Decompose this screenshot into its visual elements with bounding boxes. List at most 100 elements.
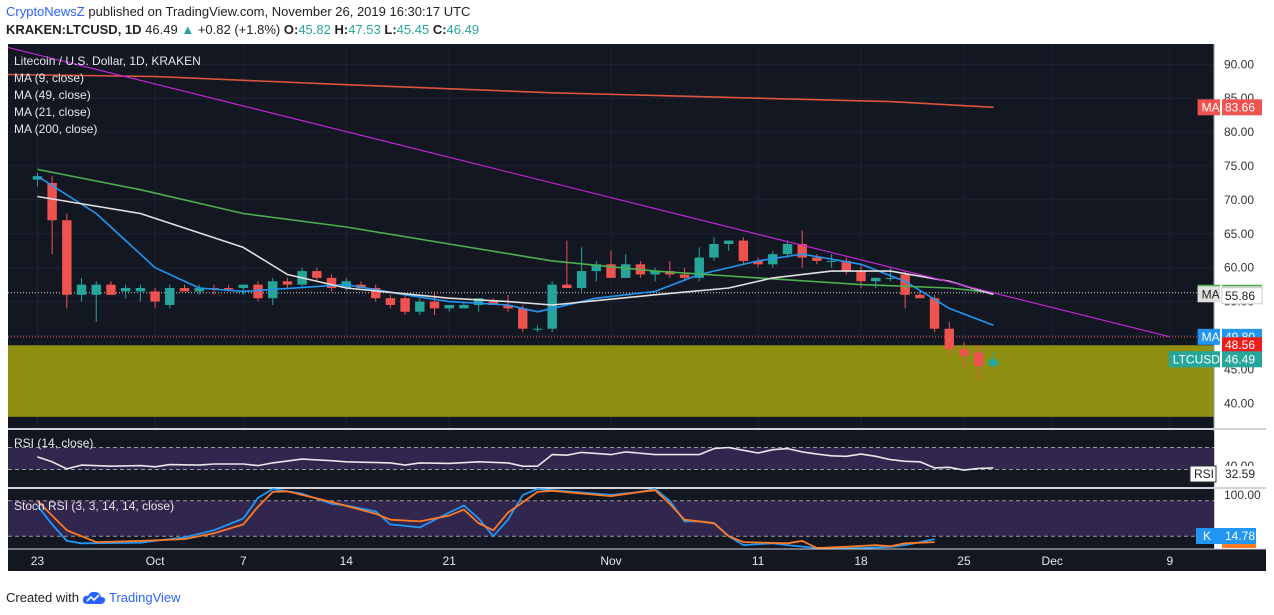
candle bbox=[621, 254, 631, 278]
candle bbox=[753, 257, 763, 268]
candle-body bbox=[415, 301, 425, 312]
candle bbox=[650, 267, 660, 282]
y-tick-label: 60.00 bbox=[1224, 261, 1254, 275]
candle-body bbox=[135, 288, 146, 292]
candle-body bbox=[723, 240, 734, 244]
candle bbox=[973, 345, 984, 380]
change-arrow-icon: ▲ bbox=[181, 22, 195, 37]
candle bbox=[400, 294, 410, 316]
candle-body bbox=[606, 264, 616, 278]
candle-body bbox=[488, 301, 499, 305]
candle bbox=[120, 284, 131, 299]
candle-body bbox=[679, 274, 690, 278]
footer: Created with TradingView bbox=[6, 590, 181, 608]
x-tick-label: Nov bbox=[600, 554, 621, 568]
candle-body bbox=[826, 260, 837, 262]
candle-body bbox=[238, 284, 249, 289]
open-value: 45.82 bbox=[298, 22, 331, 37]
candle bbox=[532, 325, 543, 333]
open-label: O: bbox=[283, 22, 299, 37]
candle-body bbox=[32, 176, 43, 180]
label-box bbox=[1221, 287, 1263, 305]
candle bbox=[518, 304, 528, 333]
candle bbox=[253, 281, 263, 302]
candle-body bbox=[547, 284, 557, 329]
chart-title: Litecoin / U.S. Dollar, 1D, KRAKEN bbox=[14, 54, 201, 68]
close-label: C: bbox=[432, 22, 447, 37]
ma-line bbox=[37, 195, 994, 306]
stoch-d-marker bbox=[1222, 544, 1256, 548]
candle-body bbox=[782, 243, 793, 255]
candle-body bbox=[326, 277, 337, 289]
close-value: 46.49 bbox=[446, 22, 480, 37]
candle bbox=[738, 237, 749, 265]
rsi-value-box bbox=[1222, 466, 1262, 482]
label-value: 46.49 bbox=[1225, 352, 1255, 366]
candle bbox=[929, 294, 940, 333]
candle bbox=[165, 284, 175, 309]
candle-body bbox=[76, 284, 87, 295]
candle bbox=[76, 277, 87, 302]
x-tick-label: Dec bbox=[1042, 554, 1063, 568]
tradingview-link[interactable]: TradingView bbox=[108, 590, 181, 605]
candle-body bbox=[400, 298, 410, 312]
candle bbox=[944, 321, 954, 356]
low-value: 45.45 bbox=[396, 22, 430, 37]
price-chart[interactable]: Litecoin / U.S. Dollar, 1D, KRAKEN MA (9,… bbox=[0, 44, 1274, 585]
legend-entry: MA (200, close) bbox=[14, 122, 97, 136]
candle bbox=[547, 281, 557, 333]
x-tick-label: 25 bbox=[957, 554, 971, 568]
candle bbox=[812, 254, 822, 265]
candle bbox=[871, 277, 881, 289]
x-tick-label: 14 bbox=[340, 554, 354, 568]
stoch-label-text: K bbox=[1203, 529, 1211, 543]
price-label: MA 83.66 bbox=[1197, 99, 1262, 116]
candle-body bbox=[944, 328, 954, 350]
publish-line: CryptoNewsZ published on TradingView.com… bbox=[6, 4, 470, 19]
candle-body bbox=[929, 298, 940, 329]
rsi-label-tag bbox=[1189, 465, 1217, 483]
candle bbox=[179, 284, 190, 292]
candle-body bbox=[562, 284, 572, 289]
ma-line bbox=[7, 73, 994, 109]
candle-body bbox=[385, 298, 396, 305]
candle-body bbox=[62, 220, 72, 295]
publish-info: published on TradingView.com, November 2… bbox=[88, 4, 471, 19]
stoch-value: 14.78 bbox=[1225, 529, 1255, 543]
label-tag-text: MA bbox=[1202, 100, 1220, 114]
candle-body bbox=[959, 349, 969, 356]
candle-body bbox=[532, 328, 543, 330]
candle-body bbox=[885, 277, 896, 279]
time-axis: 23 Oct 7 14 21 Nov 11 18 25 Dec 9 bbox=[31, 554, 1174, 568]
created-with-text: Created with bbox=[6, 590, 79, 605]
candle bbox=[385, 294, 396, 309]
candle-body bbox=[576, 271, 587, 289]
label-box bbox=[1222, 351, 1262, 368]
price-labels: MA83.66MA56.31MA56.0855.86MA49.8048.56LT… bbox=[1168, 99, 1263, 368]
candle bbox=[312, 267, 322, 282]
candle bbox=[576, 247, 587, 292]
candle bbox=[562, 240, 572, 289]
candle-body bbox=[973, 352, 984, 366]
x-tick-label: 18 bbox=[854, 554, 868, 568]
candle bbox=[723, 240, 734, 251]
candle-body bbox=[518, 308, 528, 329]
stoch-d-line bbox=[36, 489, 935, 549]
label-tag bbox=[1197, 286, 1220, 303]
rsi-value: 32.59 bbox=[1225, 467, 1255, 481]
candle bbox=[709, 237, 719, 261]
candle-body bbox=[591, 264, 601, 272]
candle bbox=[370, 284, 381, 302]
label-tag bbox=[1197, 99, 1220, 116]
candle bbox=[62, 213, 72, 309]
candle bbox=[91, 281, 101, 322]
candle-body bbox=[312, 271, 322, 278]
rsi-title: RSI (14, close) bbox=[14, 436, 93, 450]
candle-body bbox=[856, 271, 866, 282]
candle-body bbox=[429, 301, 440, 309]
high-value: 47.53 bbox=[348, 22, 381, 37]
candle-body bbox=[797, 243, 807, 258]
author-link[interactable]: CryptoNewsZ bbox=[6, 4, 85, 19]
x-tick-label: 21 bbox=[443, 554, 457, 568]
candle-body bbox=[179, 288, 190, 292]
